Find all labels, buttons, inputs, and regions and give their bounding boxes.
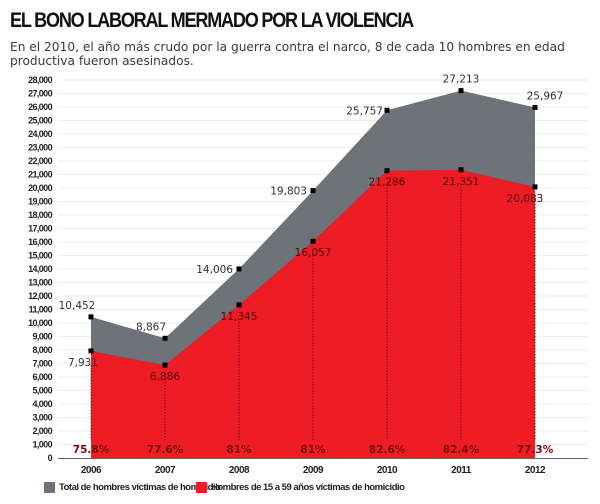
marker-young-men (162, 362, 168, 368)
y-tick-label: 17,000 (28, 224, 53, 234)
y-tick-label: 1,000 (32, 440, 52, 450)
data-label-total: 10,452 (59, 300, 96, 312)
data-label-total: 25,757 (346, 105, 383, 117)
marker-young-men (532, 184, 538, 190)
percentage-label: 81% (300, 444, 326, 456)
data-label-young-men: 16,057 (295, 247, 332, 259)
chart-title: EL BONO LABORAL MERMADO POR LA VIOLENCIA (10, 9, 414, 32)
data-label-young-men: 21,286 (369, 177, 406, 189)
marker-young-men (310, 238, 316, 244)
y-tick-label: 13,000 (28, 278, 53, 288)
y-tick-label: 16,000 (28, 237, 53, 247)
data-label-total: 14,006 (196, 264, 233, 276)
data-label-young-men: 7,931 (68, 357, 98, 369)
y-tick-label: 22,000 (28, 156, 53, 166)
x-tick-label: 2009 (303, 465, 324, 476)
y-tick-label: 26,000 (28, 102, 53, 112)
x-tick-label: 2011 (451, 465, 472, 476)
x-tick-label: 2006 (81, 465, 102, 476)
marker-young-men (88, 348, 94, 354)
drop-lines (90, 183, 536, 440)
y-tick-label: 14,000 (28, 264, 53, 274)
percentage-label: 82.6% (369, 444, 406, 456)
x-tick-label: 2007 (155, 465, 176, 476)
y-tick-label: 27,000 (28, 89, 53, 99)
area-young-men (91, 169, 535, 458)
y-tick-label: 6,000 (32, 372, 52, 382)
marker-young-men (458, 167, 464, 173)
y-tick-label: 7,000 (32, 359, 52, 369)
legend-label-young-men: Hombres de 15 a 59 años víctimas de homi… (211, 482, 405, 493)
percentage-label: 82.4% (443, 444, 480, 456)
marker-total (310, 188, 316, 194)
data-label-young-men: 20,083 (507, 193, 544, 205)
data-label-total: 25,967 (527, 90, 564, 102)
percentage-label: 81% (226, 444, 252, 456)
data-label-young-men: 21,351 (443, 176, 480, 188)
markers (88, 88, 538, 368)
y-tick-label: 5,000 (32, 386, 52, 396)
marker-total (236, 266, 242, 272)
y-tick-label: 28,000 (28, 75, 53, 85)
data-label-total: 19,803 (270, 186, 307, 198)
data-label-young-men: 6,886 (150, 371, 180, 383)
y-tick-label: 4,000 (32, 399, 52, 409)
y-tick-label: 3,000 (32, 413, 52, 423)
marker-total (384, 107, 390, 113)
x-tick-label: 2012 (525, 465, 546, 476)
y-tick-label: 11,000 (29, 305, 53, 315)
y-axis: 0 1,000 2,000 3,000 4,000 5,000 6,000 7,000 8,00… (28, 75, 53, 463)
data-label-young-men: 11,345 (221, 311, 258, 323)
y-tick-label: 8,000 (32, 345, 52, 355)
percentage-label: 77.6% (147, 444, 184, 456)
y-tick-label: 9,000 (32, 332, 52, 342)
y-tick-label: 15,000 (28, 251, 53, 261)
x-tick-label: 2008 (229, 465, 250, 476)
y-tick-label: 12,000 (28, 291, 53, 301)
x-axis: 2006 2007 2008 2009 2010 2011 2012 (58, 458, 588, 476)
legend-swatch-total (44, 482, 55, 493)
legend-label-total: Total de hombres víctimas de homicidio (59, 482, 221, 493)
percentage-label: 77.3% (517, 444, 554, 456)
percentage-label: 75.8% (73, 444, 110, 456)
y-tick-label: 20,000 (28, 183, 53, 193)
legend-item-young-men: Hombres de 15 a 59 años víctimas de homi… (196, 482, 405, 493)
y-tick-label: 2,000 (32, 426, 52, 436)
marker-young-men (236, 302, 242, 308)
y-tick-label: 25,000 (28, 116, 53, 126)
marker-total (88, 314, 94, 320)
data-label-total: 27,213 (443, 74, 480, 86)
y-tick-label: 10,000 (28, 318, 53, 328)
data-labels: 10,452 8,867 14,006 19,803 25,757 27,213 25,96… (59, 74, 564, 456)
marker-total (458, 88, 464, 94)
y-tick-label: 21,000 (28, 170, 53, 180)
y-tick-label: 19,000 (28, 197, 53, 207)
y-tick-label: 23,000 (28, 143, 53, 153)
y-tick-label: 24,000 (28, 129, 53, 139)
y-tick-label: 18,000 (28, 210, 53, 220)
marker-total (532, 104, 538, 110)
data-label-total: 8,867 (136, 321, 166, 333)
chart-subtitle: En el 2010, el año más crudo por la guer… (10, 40, 565, 68)
y-tick-label: 0 (48, 453, 53, 463)
marker-young-men (384, 168, 390, 174)
legend-swatch-young-men (196, 482, 207, 493)
x-tick-label: 2010 (377, 465, 398, 476)
legend-item-total: Total de hombres víctimas de homicidio (44, 482, 221, 493)
marker-total (162, 335, 168, 341)
